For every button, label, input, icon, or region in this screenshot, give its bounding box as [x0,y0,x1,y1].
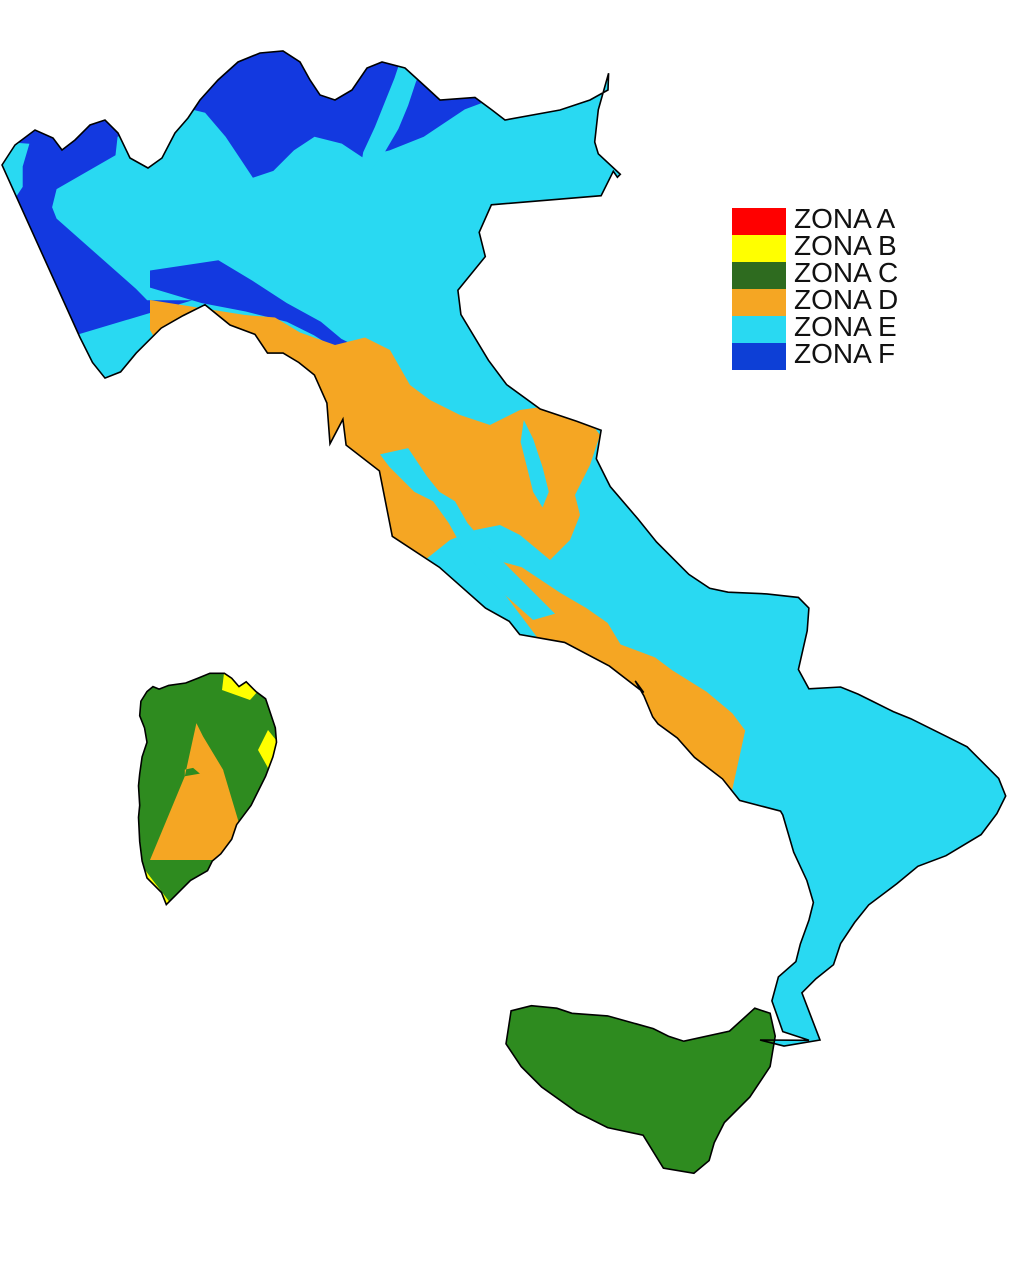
svg-text:ZONA F: ZONA F [794,338,895,369]
